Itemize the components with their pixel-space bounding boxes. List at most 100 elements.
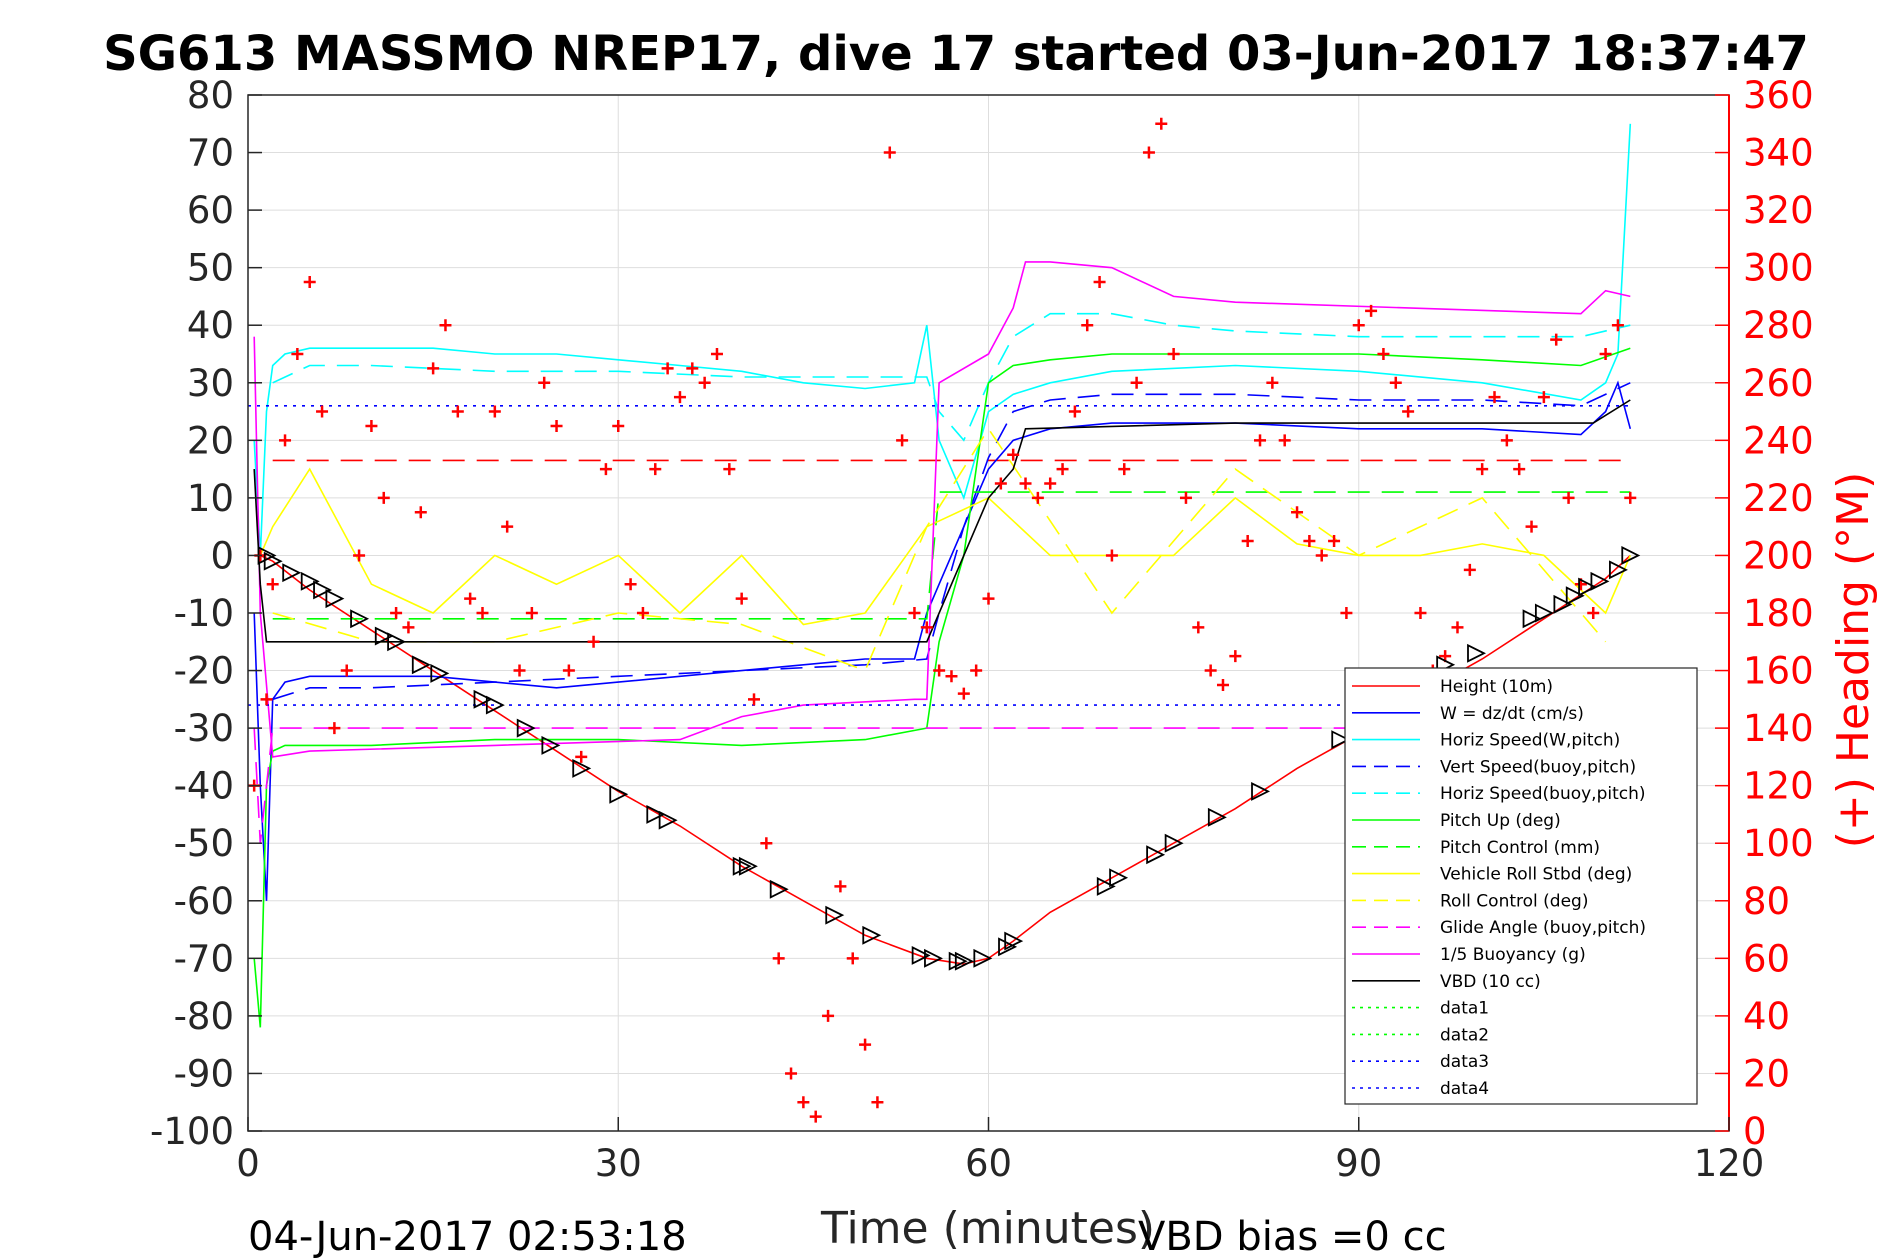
depth-marker	[485, 695, 505, 715]
right-tick-label: 140	[1743, 707, 1814, 750]
depth-marker	[1609, 560, 1628, 580]
legend-label: data4	[1440, 1079, 1489, 1099]
y-tick-label: -20	[174, 650, 234, 693]
heading-marker	[316, 405, 329, 418]
heading-marker	[1019, 477, 1032, 490]
y-tick-label: 0	[210, 534, 234, 577]
heading-marker	[260, 693, 273, 706]
depth-marker	[658, 810, 678, 830]
heading-marker	[822, 1009, 835, 1022]
depth-marker	[1578, 577, 1598, 597]
depth-marker	[732, 856, 752, 876]
y-tick-label: 10	[187, 477, 234, 520]
series-line-10	[253, 261, 1631, 758]
right-tick-label: 240	[1743, 419, 1814, 462]
right-tick-label: 260	[1743, 362, 1814, 405]
heading-marker	[1365, 304, 1378, 317]
depth-marker	[609, 784, 629, 804]
y-tick-label: -40	[174, 765, 234, 808]
heading-marker	[340, 664, 353, 677]
legend-label: Pitch Control (mm)	[1440, 838, 1600, 858]
y-tick-label: -60	[174, 880, 234, 923]
heading-marker	[513, 664, 526, 677]
chart-title: SG613 MASSMO NREP17, dive 17 started 03-…	[103, 26, 1809, 82]
y-tick-label: 30	[187, 362, 234, 405]
depth-marker	[1146, 845, 1166, 865]
heading-marker	[1513, 463, 1526, 476]
depth-marker	[1004, 931, 1024, 951]
legend-label: Roll Control (deg)	[1440, 891, 1588, 911]
y-tick-label: -10	[174, 592, 234, 635]
depth-marker	[1251, 781, 1271, 801]
right-tick-label: 40	[1743, 995, 1790, 1038]
heading-marker	[1587, 607, 1600, 619]
series-line-9	[253, 727, 1631, 844]
heading-marker	[735, 592, 748, 605]
series-line-1	[253, 380, 1632, 901]
heading-marker	[1068, 405, 1081, 418]
series-line-2	[253, 123, 1632, 556]
heading-marker	[1340, 607, 1353, 619]
heading-marker	[1254, 434, 1267, 447]
heading-marker	[896, 434, 909, 447]
heading-marker	[686, 362, 699, 375]
depth-marker	[862, 925, 882, 945]
right-tick-label: 320	[1743, 189, 1814, 232]
x-tick-label: 90	[1335, 1142, 1382, 1185]
heading-marker	[279, 434, 292, 447]
heading-marker	[1179, 491, 1192, 504]
heading-marker	[920, 621, 933, 634]
depth-marker	[516, 718, 536, 738]
right-tick-label: 20	[1743, 1052, 1790, 1095]
depth-marker	[473, 689, 493, 709]
heading-marker	[464, 592, 477, 605]
heading-marker	[883, 146, 896, 159]
right-tick-label: 60	[1743, 937, 1790, 980]
heading-marker	[1389, 376, 1402, 389]
y-tick-label: 60	[187, 189, 234, 232]
heading-marker	[1599, 348, 1612, 360]
heading-marker	[538, 376, 551, 389]
heading-marker	[649, 463, 662, 476]
y-tick-label: -100	[150, 1110, 234, 1153]
legend-label: Vehicle Roll Stbd (deg)	[1440, 865, 1632, 885]
heading-marker	[501, 520, 514, 533]
y-tick-label: -30	[174, 707, 234, 750]
heading-marker	[1192, 621, 1205, 634]
vbd-bias-text: VBD bias =0 cc	[1138, 1214, 1447, 1260]
footer-timestamp: 04-Jun-2017 02:53:18	[248, 1214, 687, 1260]
x-tick-label: 120	[1694, 1142, 1765, 1185]
legend-label: Horiz Speed(W,pitch)	[1440, 731, 1620, 751]
heading-marker	[451, 405, 464, 418]
heading-marker	[982, 592, 995, 605]
heading-marker	[1315, 549, 1328, 562]
heading-marker	[1241, 535, 1254, 548]
right-tick-label: 340	[1743, 132, 1814, 175]
heading-marker	[1303, 535, 1316, 548]
depth-marker	[313, 580, 333, 600]
legend-label: VBD (10 cc)	[1440, 972, 1541, 992]
heading-marker	[1130, 376, 1143, 389]
heading-marker	[1278, 434, 1291, 447]
heading-marker	[834, 880, 847, 893]
heading-marker	[797, 1096, 810, 1109]
heading-marker	[1142, 146, 1155, 159]
legend-label: Glide Angle (buoy,pitch)	[1440, 918, 1646, 938]
right-tick-label: 180	[1743, 592, 1814, 635]
heading-marker	[636, 607, 649, 619]
heading-marker	[933, 664, 946, 677]
heading-marker	[414, 506, 427, 519]
heading-marker	[365, 419, 378, 432]
heading-marker	[908, 607, 921, 619]
depth-marker	[411, 655, 431, 675]
x-tick-label: 0	[236, 1142, 260, 1185]
heading-marker	[1291, 506, 1304, 519]
heading-marker	[402, 621, 415, 634]
legend-label: Pitch Up (deg)	[1440, 811, 1561, 831]
depth-marker	[769, 879, 789, 899]
heading-marker	[575, 750, 588, 763]
heading-marker	[476, 607, 489, 619]
heading-marker	[488, 405, 501, 418]
depth-marker	[572, 758, 592, 778]
y-tick-label: -70	[174, 937, 234, 980]
